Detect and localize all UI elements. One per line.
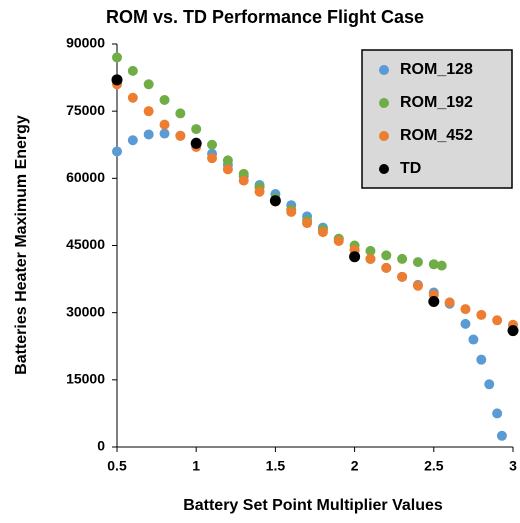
point <box>191 124 202 135</box>
legend-marker <box>379 131 389 141</box>
point <box>159 128 170 139</box>
point <box>484 379 495 390</box>
point <box>476 354 487 365</box>
point <box>175 130 186 141</box>
legend-marker <box>379 98 389 108</box>
point <box>111 74 123 86</box>
point <box>254 186 265 197</box>
point <box>269 195 281 207</box>
point <box>112 146 122 157</box>
x-tick-label: 1 <box>192 458 200 474</box>
point <box>143 106 154 117</box>
y-tick-label: 45000 <box>66 236 105 252</box>
point <box>460 304 471 315</box>
x-tick-label: 2 <box>351 458 359 474</box>
y-tick-label: 75000 <box>66 102 105 118</box>
point <box>397 253 408 264</box>
point <box>222 155 233 166</box>
point <box>492 315 503 326</box>
point <box>365 245 376 256</box>
point <box>468 334 479 345</box>
point <box>238 175 249 186</box>
y-tick-label: 15000 <box>66 371 105 387</box>
point <box>190 137 202 149</box>
point <box>428 259 439 270</box>
point <box>175 108 186 119</box>
legend-label: TD <box>400 160 421 177</box>
point <box>159 94 170 105</box>
point <box>492 408 503 419</box>
point <box>436 260 447 271</box>
legend-marker <box>379 164 389 174</box>
point <box>207 139 218 150</box>
point <box>428 295 440 307</box>
point <box>112 52 122 63</box>
chart-title: ROM vs. TD Performance Flight Case <box>106 7 424 27</box>
point <box>127 65 138 76</box>
y-tick-label: 60000 <box>66 169 105 185</box>
point <box>222 164 233 175</box>
x-axis-label: Battery Set Point Multiplier Values <box>183 497 443 514</box>
point <box>381 250 392 261</box>
x-tick-label: 3 <box>509 458 517 474</box>
point <box>397 271 408 282</box>
point <box>476 309 487 320</box>
point <box>365 253 376 264</box>
point <box>349 251 361 263</box>
point <box>302 218 313 229</box>
x-tick-label: 1.5 <box>266 458 286 474</box>
legend-marker <box>379 65 389 75</box>
point <box>286 206 297 217</box>
point <box>333 236 344 247</box>
y-axis-label: Batteries Heater Maximum Energy <box>13 115 30 375</box>
point <box>143 79 154 90</box>
point <box>412 257 423 268</box>
point <box>127 92 138 103</box>
x-tick-label: 0.5 <box>107 458 127 474</box>
legend-label: ROM_192 <box>400 94 473 111</box>
legend-label: ROM_128 <box>400 61 473 78</box>
y-tick-label: 30000 <box>66 303 105 319</box>
y-tick-label: 0 <box>97 438 105 454</box>
point <box>412 280 423 291</box>
point <box>460 318 471 329</box>
x-tick-label: 2.5 <box>424 458 444 474</box>
point <box>496 430 507 441</box>
point <box>381 262 392 273</box>
point <box>317 227 328 238</box>
point <box>143 129 154 140</box>
point <box>207 153 218 164</box>
legend-label: ROM_452 <box>400 127 473 144</box>
point <box>159 119 170 130</box>
y-tick-label: 90000 <box>66 35 105 51</box>
point <box>127 135 138 146</box>
point <box>444 297 455 308</box>
point <box>507 325 519 337</box>
